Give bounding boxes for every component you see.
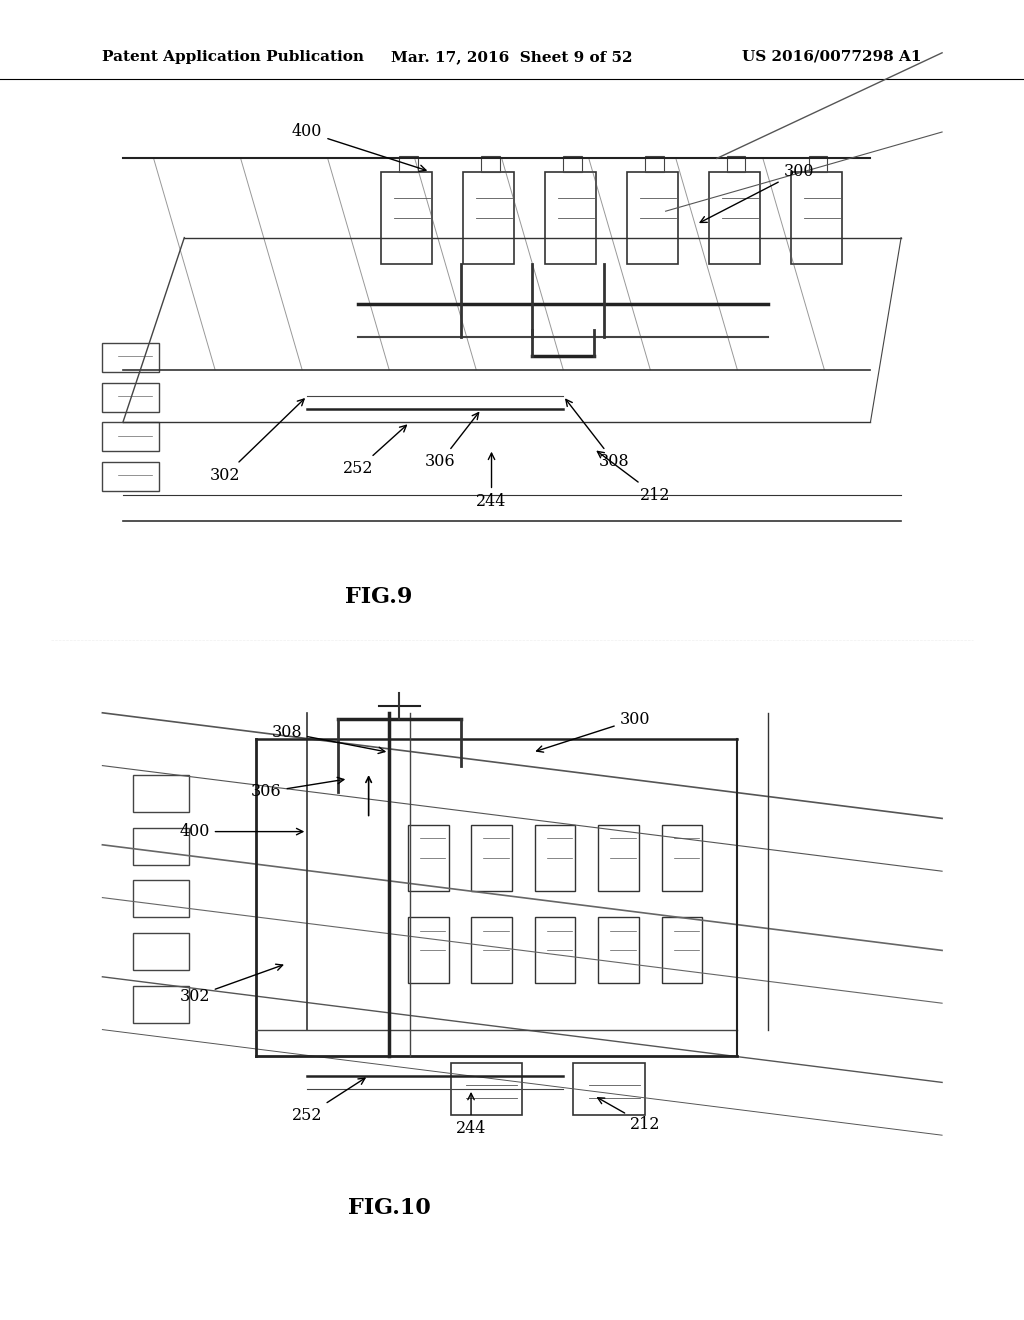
Text: 244: 244 xyxy=(476,453,507,510)
Bar xyxy=(463,172,514,264)
Bar xyxy=(645,156,664,172)
Text: 400: 400 xyxy=(179,824,303,840)
Text: 306: 306 xyxy=(251,777,344,800)
Text: 308: 308 xyxy=(566,400,630,470)
Text: US 2016/0077298 A1: US 2016/0077298 A1 xyxy=(742,50,922,63)
Bar xyxy=(809,156,827,172)
Text: 302: 302 xyxy=(179,964,283,1005)
Bar xyxy=(102,343,159,372)
Text: 212: 212 xyxy=(598,1098,660,1133)
Bar xyxy=(598,825,639,891)
Text: Mar. 17, 2016  Sheet 9 of 52: Mar. 17, 2016 Sheet 9 of 52 xyxy=(391,50,633,63)
Bar xyxy=(133,880,189,917)
Bar xyxy=(535,917,575,983)
Bar xyxy=(471,825,512,891)
Bar xyxy=(471,917,512,983)
Bar xyxy=(133,986,189,1023)
Bar xyxy=(791,172,842,264)
Bar xyxy=(102,462,159,491)
Bar xyxy=(381,172,432,264)
Text: 252: 252 xyxy=(343,425,407,477)
Bar xyxy=(133,828,189,865)
Text: 306: 306 xyxy=(425,413,478,470)
Bar xyxy=(563,156,582,172)
Text: 400: 400 xyxy=(292,124,426,172)
Text: Patent Application Publication: Patent Application Publication xyxy=(102,50,365,63)
Bar xyxy=(133,775,189,812)
Text: FIG.9: FIG.9 xyxy=(345,586,413,607)
Text: 212: 212 xyxy=(597,451,671,503)
Bar xyxy=(598,917,639,983)
Bar xyxy=(573,1063,645,1115)
Text: 302: 302 xyxy=(210,399,304,483)
Bar xyxy=(133,933,189,970)
Bar xyxy=(102,383,159,412)
Text: FIG.10: FIG.10 xyxy=(348,1197,430,1218)
Bar xyxy=(481,156,500,172)
Text: 252: 252 xyxy=(292,1078,365,1123)
Bar xyxy=(535,825,575,891)
Text: 308: 308 xyxy=(271,725,385,754)
Bar xyxy=(408,825,449,891)
Text: 300: 300 xyxy=(700,164,814,222)
Bar xyxy=(662,917,702,983)
Bar xyxy=(545,172,596,264)
Bar xyxy=(408,917,449,983)
Bar xyxy=(627,172,678,264)
Text: 244: 244 xyxy=(456,1093,486,1137)
Bar xyxy=(727,156,745,172)
Bar xyxy=(102,422,159,451)
Bar xyxy=(662,825,702,891)
Bar xyxy=(399,156,418,172)
Bar xyxy=(451,1063,522,1115)
Bar xyxy=(709,172,760,264)
Text: 300: 300 xyxy=(537,711,650,752)
